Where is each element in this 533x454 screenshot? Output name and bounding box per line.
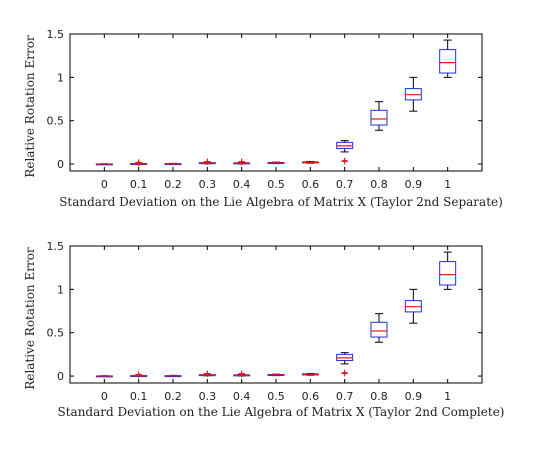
box-0.3: [198, 370, 216, 377]
y-tick-label: 0: [57, 158, 64, 171]
outlier-marker: [204, 158, 211, 165]
x-tick-label: 0.2: [164, 178, 182, 191]
y-tick-label: 1.5: [47, 240, 65, 253]
box-0.5: [267, 161, 285, 165]
chart-panel-top: 0 0.5 1 1.5 0 0.1 0.2 0.3 0.4 0.5 0.6 0.7 0.8 0.9 1 Sta…: [23, 28, 503, 209]
box-0.3: [198, 158, 216, 165]
outlier-marker: [341, 157, 348, 164]
x-tick-label: 0: [101, 178, 108, 191]
box-1: [439, 39, 457, 78]
box-0.1: [130, 159, 148, 167]
x-tick-label: 0.2: [164, 390, 182, 403]
x-tick-label: 0.5: [267, 390, 285, 403]
box-0.8: [370, 313, 388, 343]
x-axis-label: Standard Deviation on the Lie Algebra of…: [58, 405, 505, 419]
box-1: [439, 251, 457, 290]
x-tick-label: 0.6: [302, 178, 320, 191]
box-0: [95, 163, 113, 166]
y-tick-label: 1.5: [47, 28, 65, 41]
outlier-marker: [135, 159, 142, 166]
box-body: [439, 49, 457, 74]
x-tick-label: 0.1: [130, 178, 148, 191]
chart-panel-bottom: 0 0.5 1 1.5 0 0.1 0.2 0.3 0.4 0.5 0.6 0.7 0.8 0.9 1 Sta…: [23, 240, 504, 419]
outlier-marker: [135, 371, 142, 378]
y-tick-label: 0.5: [47, 327, 65, 340]
x-tick-label: 0.9: [405, 390, 423, 403]
box-0: [95, 375, 113, 378]
box-0.4: [233, 158, 251, 166]
outlier-marker: [204, 370, 211, 377]
outlier-marker: [341, 369, 348, 376]
y-axis-label: Relative Rotation Error: [23, 247, 37, 390]
box-0.6: [301, 372, 319, 376]
box-0.2: [164, 374, 182, 378]
box-0.5: [267, 373, 285, 377]
box-body: [370, 109, 388, 126]
y-tick-label: 1: [57, 283, 64, 296]
x-tick-label: 0.7: [336, 178, 354, 191]
x-tick-label: 0.7: [336, 390, 354, 403]
x-tick-label: 0.1: [130, 390, 148, 403]
x-tick-label: 1: [444, 178, 451, 191]
box-0.1: [130, 371, 148, 379]
x-tick-label: 0.9: [405, 178, 423, 191]
x-tick-label: 0.5: [267, 178, 285, 191]
box-0.7: [336, 352, 354, 377]
outlier-marker: [238, 158, 245, 165]
y-axis-label: Relative Rotation Error: [23, 35, 37, 178]
y-tick-label: 0.5: [47, 115, 65, 128]
box-0.7: [336, 140, 354, 165]
box-body: [439, 261, 457, 286]
x-tick-label: 0.3: [199, 390, 217, 403]
box-0.9: [404, 76, 422, 112]
axes-frame: [69, 245, 483, 384]
x-tick-label: 0.3: [199, 178, 217, 191]
x-tick-label: 0.4: [233, 178, 251, 191]
x-tick-label: 1: [444, 390, 451, 403]
axes-frame: [69, 33, 483, 172]
box-0.6: [301, 160, 319, 164]
x-tick-label: 0.8: [370, 390, 388, 403]
x-tick-label: 0.8: [370, 178, 388, 191]
x-tick-label: 0: [101, 390, 108, 403]
box-0.9: [404, 288, 422, 324]
box-body: [370, 321, 388, 338]
x-tick-label: 0.6: [302, 390, 320, 403]
outlier-marker: [238, 370, 245, 377]
box-0.8: [370, 101, 388, 131]
x-axis-label: Standard Deviation on the Lie Algebra of…: [59, 195, 503, 209]
y-tick-label: 0: [57, 370, 64, 383]
box-0.2: [164, 162, 182, 166]
box-0.4: [233, 370, 251, 378]
y-tick-label: 1: [57, 71, 64, 84]
x-tick-label: 0.4: [233, 390, 251, 403]
